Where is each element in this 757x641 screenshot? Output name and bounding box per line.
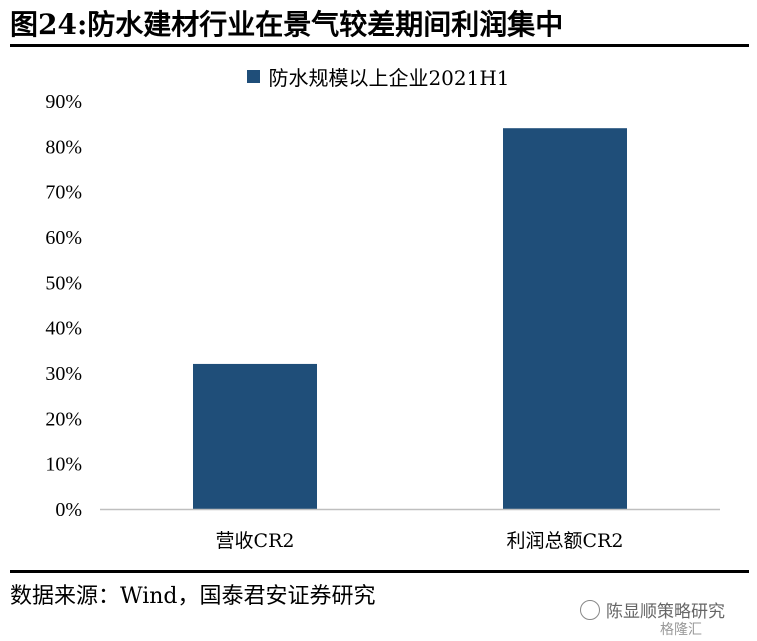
logo-text: 格隆汇 [660, 622, 702, 638]
y-tick-label: 90% [45, 91, 82, 113]
y-tick-label: 70% [45, 182, 82, 204]
page-title: 图24:防水建材行业在景气较差期间利润集中 [10, 8, 564, 41]
wechat-icon [580, 599, 600, 620]
bar [503, 128, 627, 509]
y-tick-label: 20% [45, 408, 82, 430]
source-note: 数据来源：Wind，国泰君安证券研究 [10, 584, 376, 609]
y-tick-label: 10% [45, 454, 82, 476]
y-tick-label: 80% [45, 136, 82, 158]
bar-chart: 0% 10% 20% 30% 40% 50% 60% 70% 80% 90% 营收CR2 利润总额CR… [45, 91, 720, 552]
y-tick-label: 50% [45, 272, 82, 294]
chart-legend: 防水规模以上企业2021H1 [0, 62, 757, 91]
watermark-text: 陈显顺策略研究 [606, 602, 725, 622]
y-tick-label: 30% [45, 363, 82, 385]
title-divider [10, 44, 749, 47]
watermark: 陈显顺策略研究 [580, 597, 725, 622]
legend-swatch [247, 70, 261, 83]
y-tick-label: 60% [45, 227, 82, 249]
source-divider [10, 570, 749, 573]
legend-label: 防水规模以上企业2021H1 [268, 66, 510, 90]
x-category-label: 利润总额CR2 [507, 530, 624, 552]
bar [193, 363, 317, 509]
y-tick-label: 40% [45, 318, 82, 340]
y-tick-label: 0% [55, 499, 82, 521]
x-category-label: 营收CR2 [216, 530, 295, 552]
